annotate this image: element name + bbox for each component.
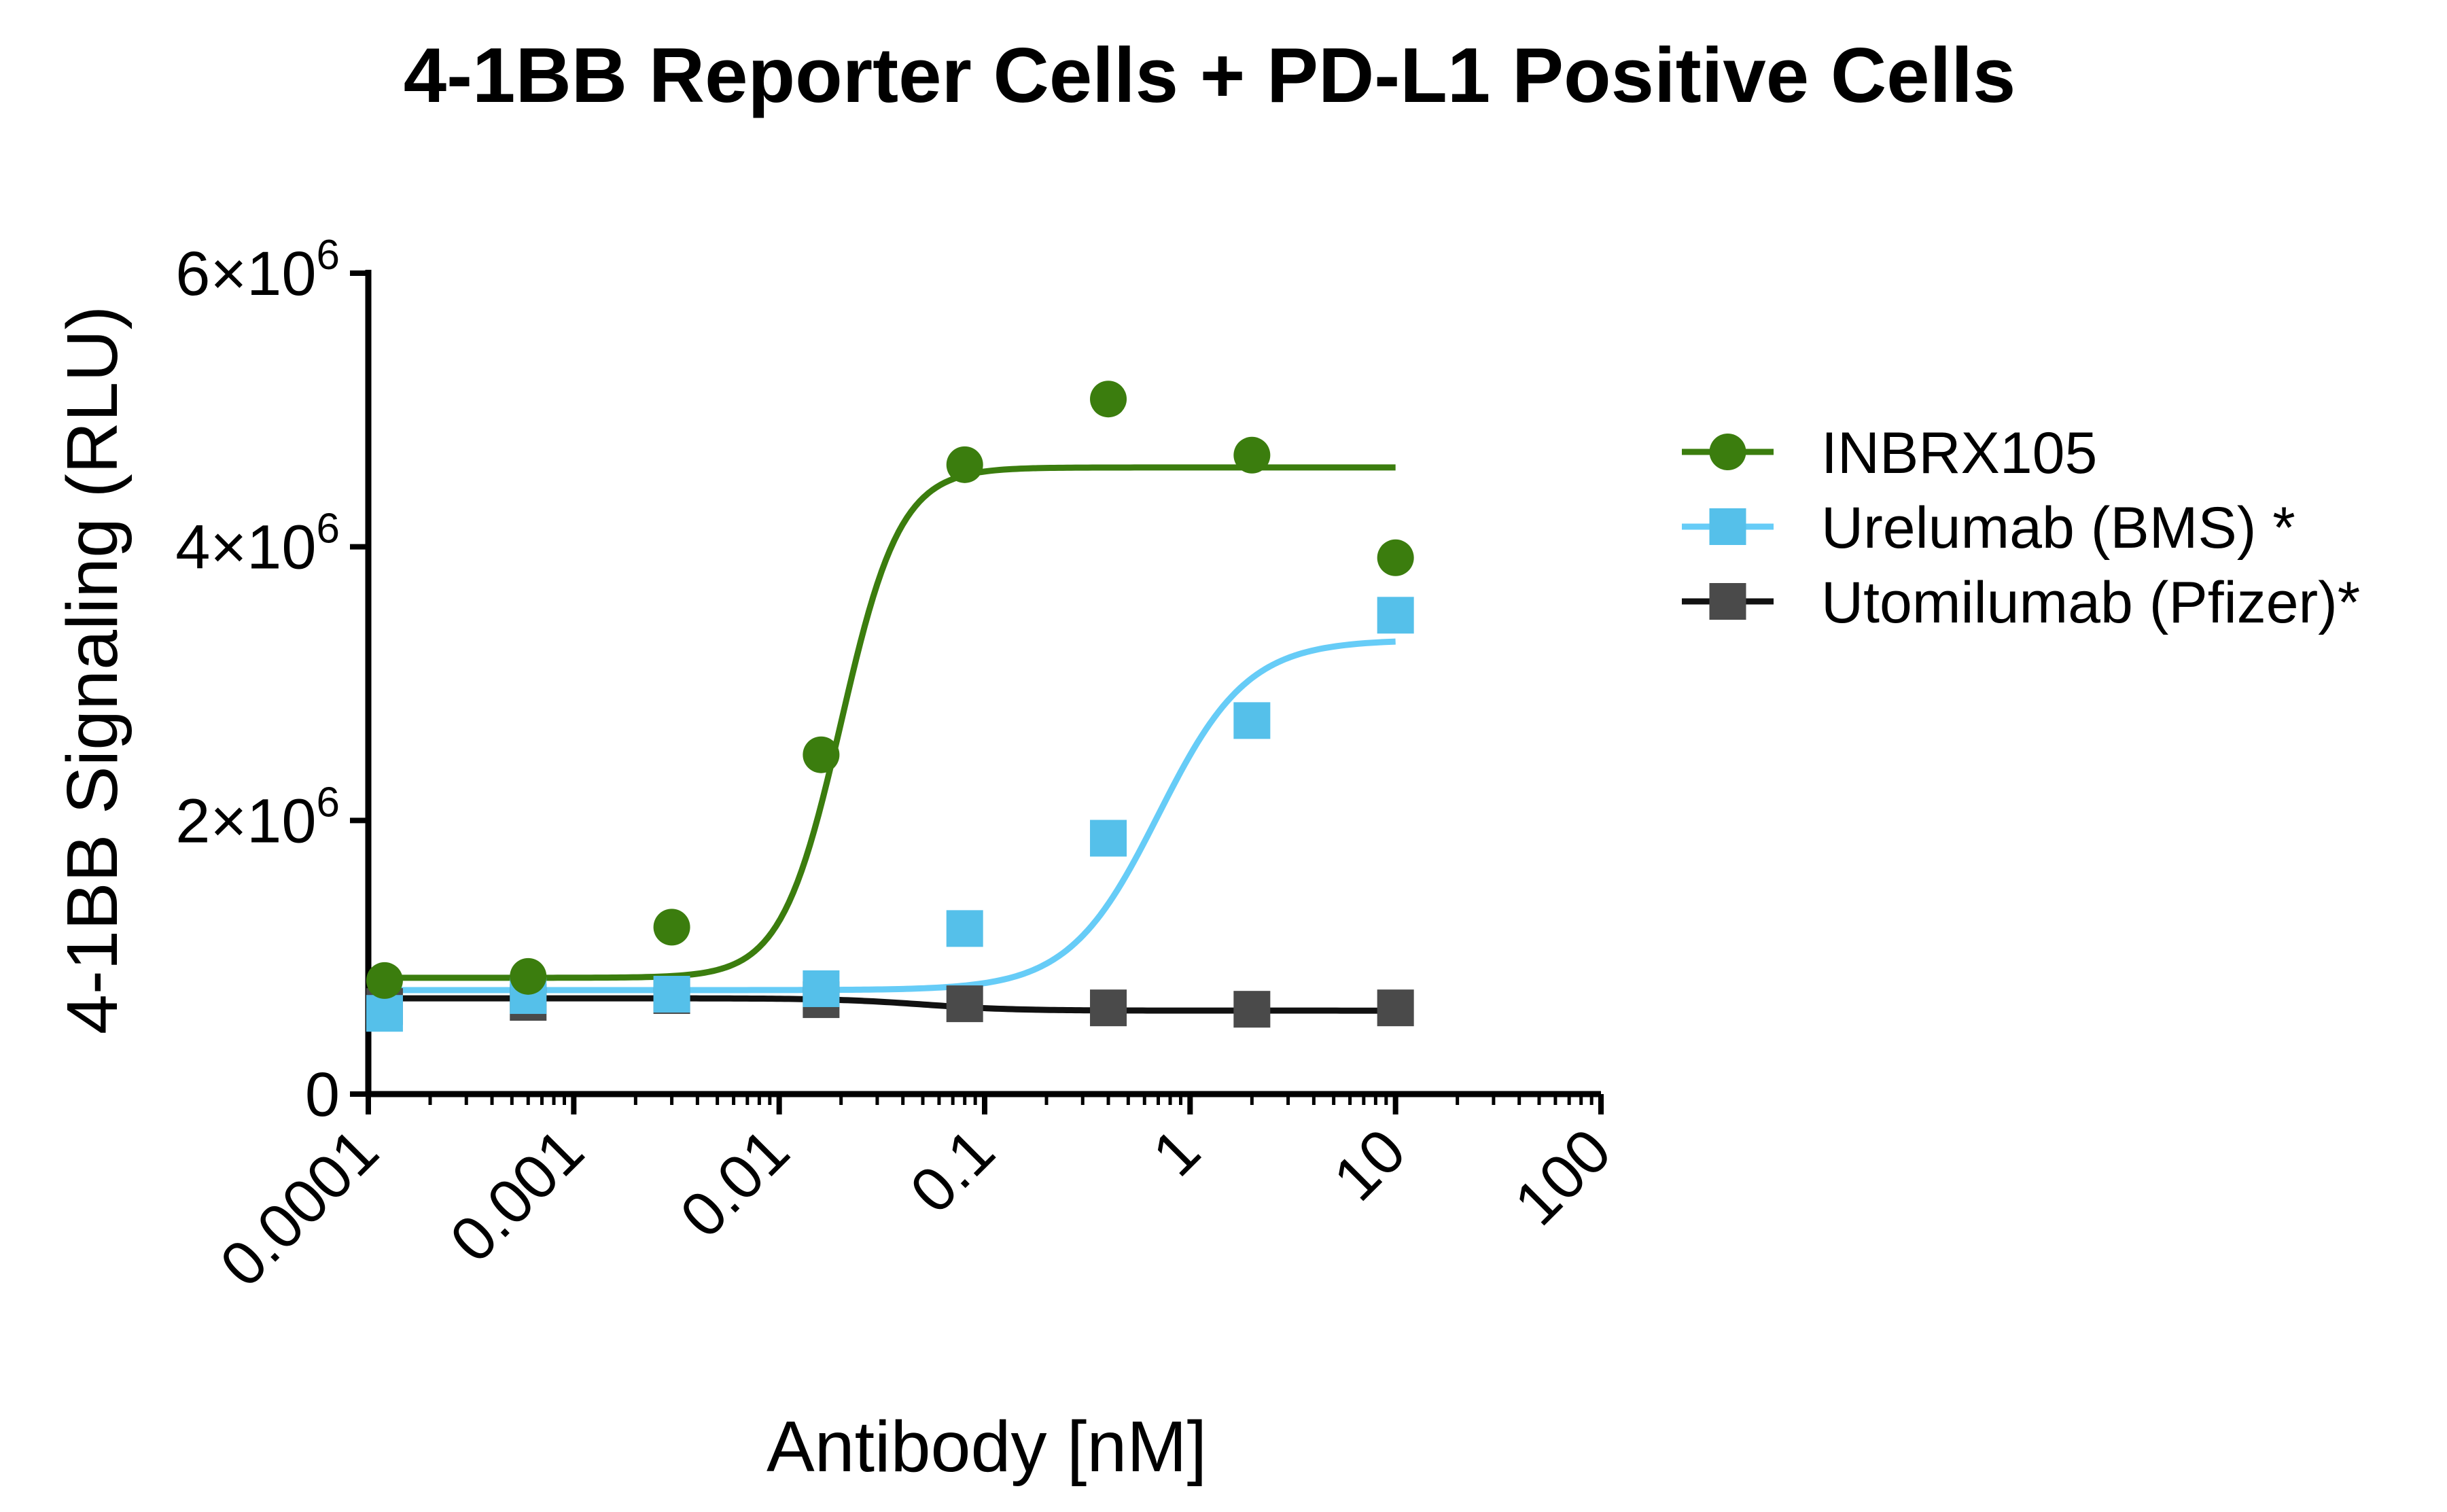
fit-curve bbox=[384, 464, 1396, 981]
data-point bbox=[1377, 597, 1414, 634]
data-point bbox=[1090, 989, 1127, 1027]
legend-marker bbox=[1709, 434, 1746, 470]
x-axis-label: Antibody [nM] bbox=[767, 1407, 1207, 1487]
legend-label: INBRX105 bbox=[1821, 421, 2097, 486]
y-tick-label: 6×106 bbox=[175, 232, 340, 309]
data-point bbox=[1090, 381, 1127, 418]
data-point bbox=[803, 970, 840, 1007]
data-point bbox=[366, 962, 403, 999]
x-ticks: 0.0001 0.001 0.01 0.1 1 10 100 bbox=[207, 1094, 1624, 1300]
y-ticks: 0 2×106 4×106 6×106 bbox=[175, 232, 368, 1129]
chart-title: 4-1BB Reporter Cells + PD-L1 Positive Ce… bbox=[404, 33, 2016, 119]
legend: INBRX105 Urelumab (BMS) * Utomilumab (Pfiz… bbox=[1682, 421, 2360, 635]
data-points bbox=[366, 381, 1414, 1032]
x-tick-label: 0.001 bbox=[438, 1116, 597, 1276]
data-point bbox=[653, 976, 690, 1013]
legend-entry: Utomilumab (Pfizer)* bbox=[1682, 570, 2360, 635]
data-point bbox=[1233, 991, 1271, 1028]
legend-marker bbox=[1709, 508, 1746, 545]
x-tick-label: 0.0001 bbox=[207, 1116, 391, 1300]
data-point bbox=[946, 985, 983, 1023]
legend-label: Urelumab (BMS) * bbox=[1821, 495, 2295, 561]
data-point bbox=[946, 446, 983, 483]
fit-curve bbox=[384, 995, 1396, 1014]
y-tick-label: 2×106 bbox=[175, 779, 340, 856]
legend-marker bbox=[1709, 583, 1746, 620]
y-axis-label: 4-1BB Signaling (RLU) bbox=[52, 306, 133, 1034]
data-point bbox=[946, 910, 983, 947]
x-tick-label: 0.01 bbox=[667, 1116, 803, 1251]
legend-entry: Urelumab (BMS) * bbox=[1682, 495, 2295, 561]
data-point bbox=[1377, 989, 1414, 1027]
axes bbox=[365, 270, 1601, 1097]
y-tick-label: 0 bbox=[305, 1060, 340, 1129]
data-point bbox=[510, 957, 547, 995]
data-point bbox=[803, 736, 840, 773]
x-tick-label: 10 bbox=[1320, 1116, 1418, 1214]
x-tick-label: 1 bbox=[1140, 1116, 1213, 1189]
legend-label: Utomilumab (Pfizer)* bbox=[1821, 570, 2360, 635]
data-point bbox=[1233, 436, 1271, 474]
legend-entry: INBRX105 bbox=[1682, 421, 2097, 486]
data-point bbox=[1377, 539, 1414, 576]
fit-curve bbox=[384, 638, 1396, 994]
data-point bbox=[366, 995, 403, 1032]
x-tick-label: 0.1 bbox=[898, 1116, 1008, 1227]
data-point bbox=[1233, 702, 1271, 739]
data-point bbox=[653, 909, 690, 946]
fit-curves bbox=[384, 464, 1396, 1014]
x-tick-label: 100 bbox=[1501, 1116, 1624, 1239]
data-point bbox=[1090, 820, 1127, 857]
y-tick-label: 4×106 bbox=[175, 506, 340, 582]
